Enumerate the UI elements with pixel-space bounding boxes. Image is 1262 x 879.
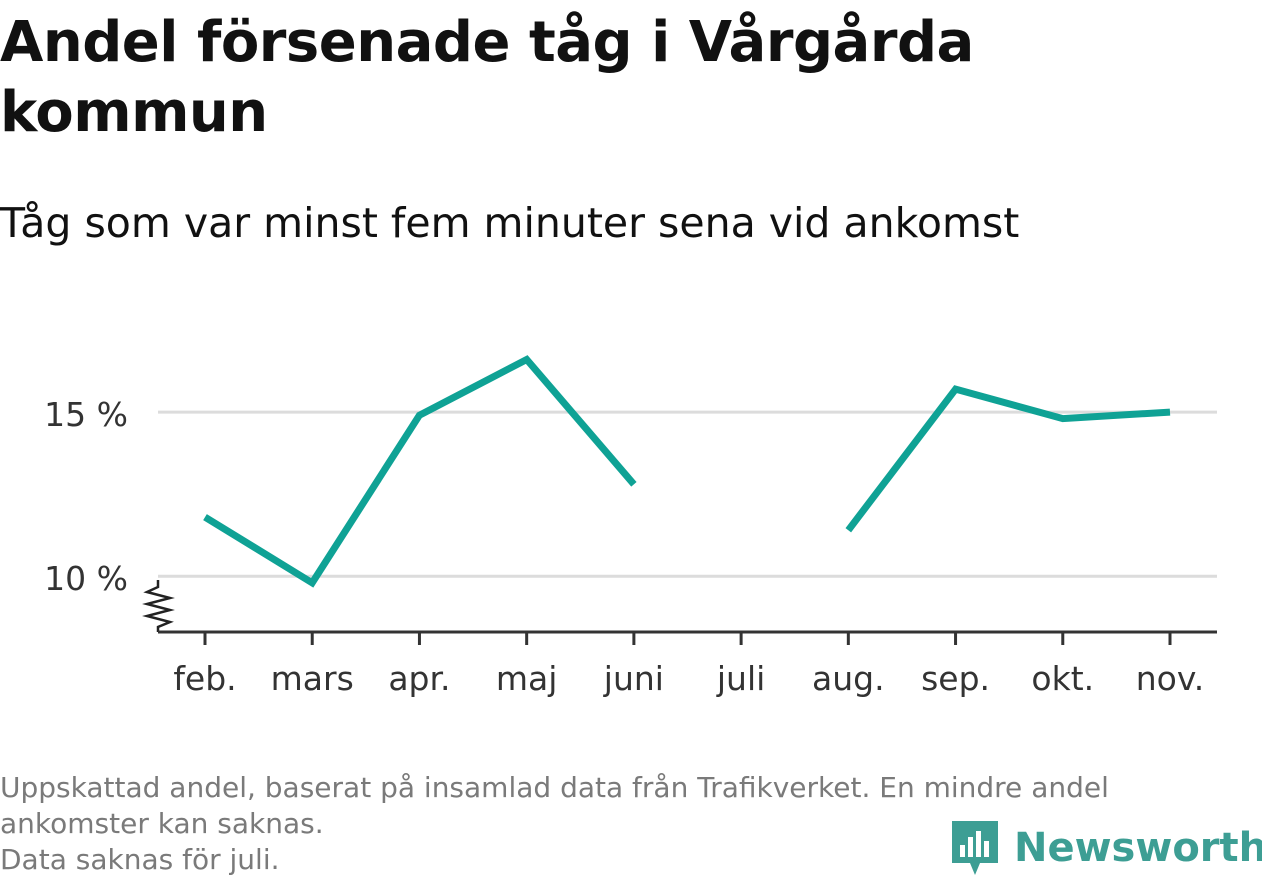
- x-tick-label: apr.: [388, 659, 450, 698]
- series-line: [845, 385, 1171, 533]
- x-tick-label: okt.: [1031, 659, 1094, 698]
- footnote-line-2: ankomster kan saknas.: [0, 807, 324, 840]
- series-line: [203, 355, 637, 588]
- newsworthy-logo-icon: [952, 821, 998, 875]
- axis-break-marker: [142, 580, 175, 632]
- brand-name: Newsworthy: [1014, 825, 1262, 871]
- x-tick-label: aug.: [812, 659, 885, 698]
- y-tick-label: 15 %: [44, 395, 128, 434]
- x-tick-label: sep.: [921, 659, 990, 698]
- y-tick-label: 10 %: [44, 559, 128, 598]
- chart-subtitle: Tåg som var minst fem minuter sena vid a…: [0, 199, 1020, 247]
- x-tick-label: maj: [496, 659, 558, 698]
- footnote: Uppskattad andel, baserat på insamlad da…: [0, 770, 1250, 878]
- x-tick-label: nov.: [1136, 659, 1205, 698]
- footnote-line-1: Uppskattad andel, baserat på insamlad da…: [0, 771, 1109, 804]
- chart-title: Andel försenade tåg i Vårgårda kommun: [0, 10, 974, 145]
- x-tick-label: mars: [271, 659, 354, 698]
- x-tick-label: juni: [603, 659, 664, 698]
- y-axis-ticks: 10 % 15 %: [44, 395, 128, 598]
- series-lines: [203, 355, 1171, 588]
- gridlines: [158, 410, 1217, 578]
- footnote-line-3: Data saknas för juli.: [0, 843, 280, 876]
- x-tick-label: juli: [716, 659, 765, 698]
- x-tick-label: feb.: [173, 659, 236, 698]
- x-axis-ticks: feb. mars apr. maj juni juli aug. sep. okt. nov.: [173, 632, 1204, 698]
- x-axis: [142, 580, 1217, 634]
- newsworthy-logo: Newsworthy: [950, 818, 1262, 878]
